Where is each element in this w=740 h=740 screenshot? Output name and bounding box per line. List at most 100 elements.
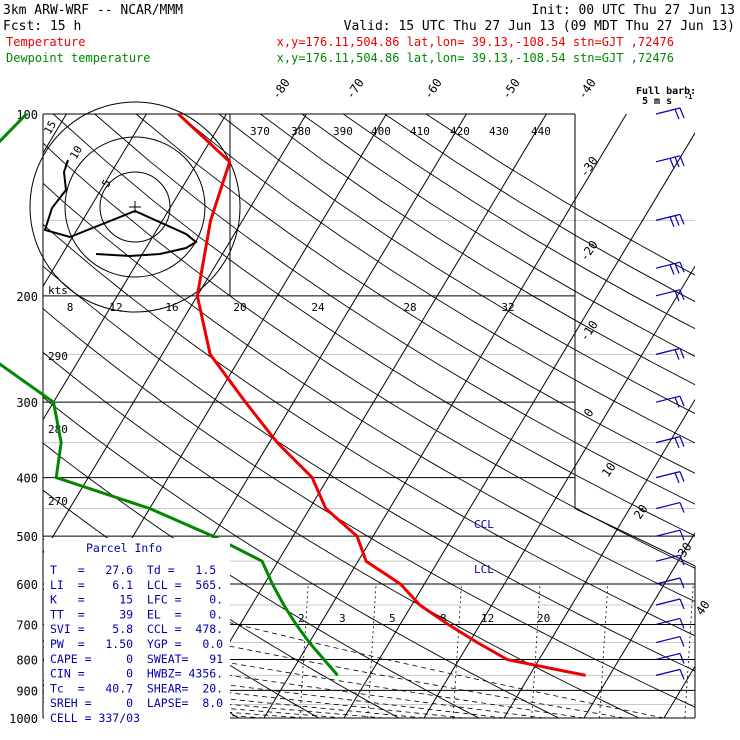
dry-adiabat bbox=[301, 114, 695, 357]
dry-adiabat bbox=[384, 114, 695, 303]
wind-barb bbox=[655, 635, 685, 647]
mixing-ratio-label: 5 bbox=[389, 612, 396, 625]
dewpoint-legend: Dewpoint temperature bbox=[6, 51, 151, 65]
pressure-label: 700 bbox=[16, 618, 38, 632]
hodograph-speed-label: 12 bbox=[109, 301, 122, 314]
parcel-info-row: CIN = 0 HWBZ= 4356. bbox=[50, 667, 223, 681]
dewpoint-line bbox=[0, 112, 339, 677]
parcel-info-row: CELL = 337/03 bbox=[50, 711, 140, 725]
isotherm-line bbox=[263, 114, 627, 718]
wind-barb bbox=[655, 598, 685, 610]
isotherm-label: -20 bbox=[577, 238, 601, 264]
barb-legend-value: 5 m s bbox=[642, 96, 672, 107]
parcel-info-row: SVI = 5.8 CCL = 478. bbox=[50, 622, 223, 636]
barb-legend-exponent: -1 bbox=[684, 93, 692, 101]
dry-adiabat bbox=[177, 114, 695, 444]
mixing-ratio-label: 8 bbox=[440, 612, 447, 625]
mixing-ratio-line bbox=[599, 583, 609, 718]
wind-barb bbox=[655, 395, 685, 408]
isotherm-line bbox=[43, 114, 227, 421]
isotherm-line bbox=[43, 114, 307, 554]
dry-adiabat bbox=[342, 114, 695, 330]
wind-barb bbox=[655, 652, 685, 664]
pressure-label: 300 bbox=[16, 396, 38, 410]
parcel-info-title: Parcel Info bbox=[86, 541, 162, 555]
wind-barb bbox=[655, 617, 685, 629]
pressure-label: 1000 bbox=[9, 712, 38, 726]
dry-adiabat bbox=[218, 114, 695, 415]
dry-adiabat bbox=[52, 114, 695, 537]
parcel-info-row: CAPE = 0 SWEAT= 91 bbox=[50, 652, 223, 666]
mixing-ratio-line bbox=[452, 583, 462, 718]
isotherm-line bbox=[503, 398, 695, 718]
theta-label: 440 bbox=[531, 125, 551, 138]
model-title: 3km ARW-WRF -- NCAR/MMM bbox=[3, 3, 183, 18]
wind-barb bbox=[655, 347, 685, 360]
pressure-label: 900 bbox=[16, 684, 38, 698]
theta-label: 290 bbox=[48, 350, 68, 363]
wind-barb bbox=[655, 261, 685, 275]
theta-label: 410 bbox=[410, 125, 430, 138]
dry-adiabat bbox=[43, 396, 560, 718]
isotherm-label: 10 bbox=[599, 460, 619, 480]
dry-adiabat bbox=[43, 223, 695, 637]
temperature-line bbox=[177, 112, 586, 677]
mixing-ratio-line bbox=[299, 583, 309, 718]
mixing-ratio-label: 2 bbox=[298, 612, 305, 625]
mixing-ratio-line bbox=[367, 583, 377, 718]
isotherm-label: -80 bbox=[269, 76, 293, 102]
hodograph-speed-label: 20 bbox=[233, 301, 246, 314]
moist-adiabat bbox=[43, 606, 625, 718]
parcel-info-row: SREH = 0 LAPSE= 8.0 bbox=[50, 696, 223, 710]
theta-label: 400 bbox=[371, 125, 391, 138]
pressure-label: 200 bbox=[16, 290, 38, 304]
parcel-info-row: T = 27.6 Td = 1.5 bbox=[50, 563, 216, 577]
isotherm-line bbox=[43, 114, 147, 288]
hodograph-speed-label: 32 bbox=[501, 301, 514, 314]
hodograph-ring-label: 5 bbox=[99, 177, 114, 189]
dry-adiabat bbox=[260, 114, 695, 386]
temperature-legend: Temperature bbox=[6, 35, 85, 49]
dry-adiabat bbox=[94, 114, 695, 505]
hodograph-trace bbox=[43, 159, 198, 258]
pressure-label: 500 bbox=[16, 530, 38, 544]
wind-barb bbox=[655, 436, 685, 449]
hodograph-speed-label: 28 bbox=[403, 301, 416, 314]
parcel-info-row: Tc = 40.7 SHEAR= 20. bbox=[50, 681, 223, 695]
wind-barb bbox=[655, 668, 685, 680]
mixing-ratio-line bbox=[684, 583, 694, 718]
isotherm-line bbox=[423, 265, 695, 718]
parcel-info-row: TT = 39 EL = 0. bbox=[50, 607, 223, 621]
parcel-info-box bbox=[44, 538, 230, 722]
parcel-info-rows: T = 27.6 Td = 1.5LI = 6.1 LCL = 565.K = … bbox=[50, 563, 223, 725]
isotherm-label: -40 bbox=[575, 76, 599, 102]
isotherm-line bbox=[343, 132, 695, 718]
isotherm-label: -70 bbox=[343, 76, 367, 102]
dry-adiabat bbox=[43, 265, 695, 672]
isotherm-line bbox=[663, 665, 695, 718]
mixing-ratio-line bbox=[531, 583, 541, 718]
isotherm-line bbox=[183, 114, 547, 718]
hodograph-ring bbox=[99, 171, 171, 243]
hodograph-ring bbox=[29, 101, 241, 313]
mixing-ratio-label: 3 bbox=[339, 612, 346, 625]
pressure-label: 800 bbox=[16, 653, 38, 667]
isotherm-label: 0 bbox=[581, 406, 597, 420]
wind-barb bbox=[655, 213, 685, 227]
barb-legend-title: Full barb: bbox=[636, 86, 696, 97]
isotherm-label: 20 bbox=[631, 502, 651, 522]
hodograph-units: kts bbox=[48, 284, 68, 297]
wind-barb bbox=[655, 471, 685, 484]
theta-label: 390 bbox=[333, 125, 353, 138]
isotherm-label: 30 bbox=[675, 540, 695, 560]
parcel-info-row: LI = 6.1 LCL = 565. bbox=[50, 578, 223, 592]
forecast-hour: Fcst: 15 h bbox=[3, 19, 81, 34]
wind-barb bbox=[655, 289, 685, 302]
sounding-curves bbox=[0, 112, 586, 677]
hodograph-speed-label: 8 bbox=[67, 301, 74, 314]
dry-adiabat bbox=[43, 142, 695, 569]
dry-adiabat bbox=[43, 308, 695, 708]
mixing-ratio-label: 12 bbox=[481, 612, 494, 625]
wind-barb bbox=[655, 107, 685, 120]
